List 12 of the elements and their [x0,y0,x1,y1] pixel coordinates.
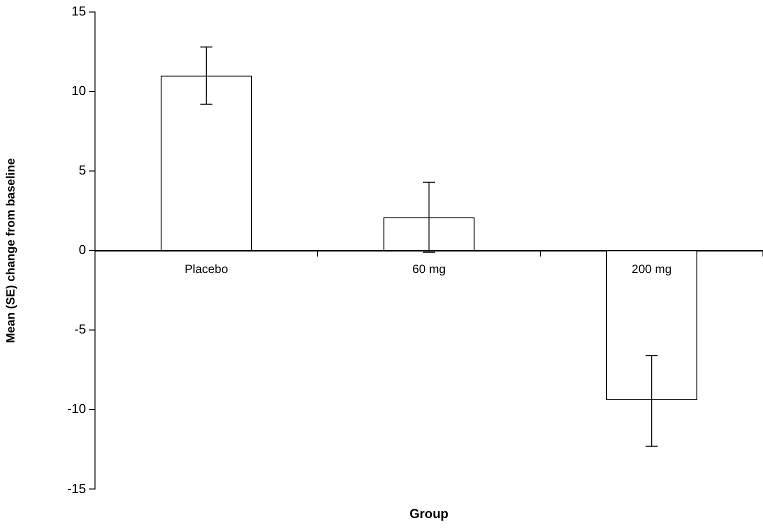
x-tick-label: 60 mg [412,262,446,276]
y-axis-title: Mean (SE) change from baseline [4,158,18,343]
x-tick-label: Placebo [184,262,228,276]
x-tick-label: 200 mg [632,262,672,276]
y-tick-label: 10 [72,83,86,98]
y-tick-label: -10 [67,401,86,416]
y-tick-label: 0 [78,242,86,258]
y-tick-label: 5 [78,162,86,178]
y-tick-label: -15 [67,480,86,496]
x-axis-title: Group [408,506,450,521]
y-tick-label: 15 [72,4,86,19]
y-tick-label: -5 [74,322,86,337]
